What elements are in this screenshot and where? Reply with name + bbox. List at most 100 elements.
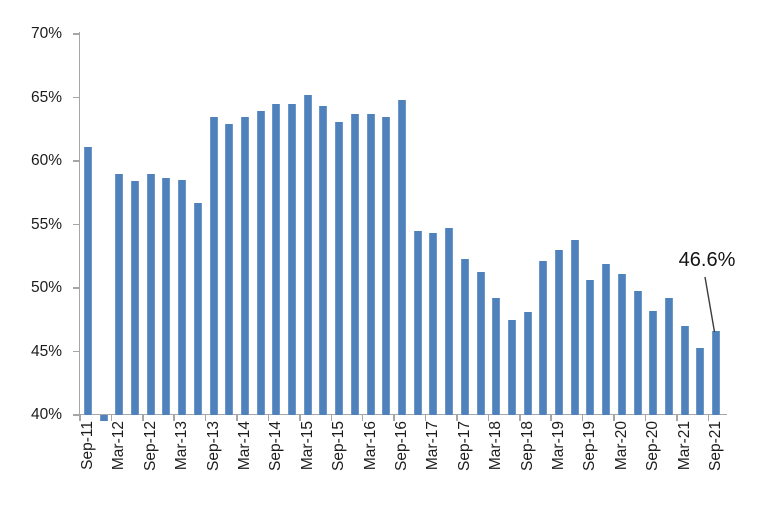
x-axis-tick bbox=[550, 415, 552, 421]
bar-Dec-20 bbox=[665, 298, 674, 415]
bar-Sep-21 bbox=[712, 331, 721, 415]
bar-Jun-15 bbox=[319, 106, 328, 415]
x-axis-tick bbox=[299, 415, 301, 421]
bar-Sep-15 bbox=[335, 121, 344, 415]
bar-Mar-20 bbox=[617, 274, 626, 415]
x-axis-label: Mar-19 bbox=[550, 421, 568, 471]
bar-Sep-12 bbox=[146, 173, 155, 415]
bar-Dec-13 bbox=[225, 124, 234, 415]
bar-Mar-15 bbox=[303, 94, 312, 415]
bar-Jun-20 bbox=[633, 290, 642, 415]
x-axis-label: Sep-17 bbox=[455, 421, 473, 471]
x-axis-label: Mar-14 bbox=[235, 421, 253, 471]
y-axis-tick bbox=[73, 350, 79, 353]
bar-Dec-18 bbox=[539, 261, 548, 415]
bar-Mar-17 bbox=[429, 233, 438, 415]
x-axis-tick bbox=[519, 415, 521, 421]
x-axis-label: Mar-16 bbox=[361, 421, 379, 471]
x-axis-label: Mar-12 bbox=[110, 421, 128, 471]
bar-Jun-16 bbox=[382, 116, 391, 415]
x-axis-tick bbox=[456, 415, 458, 421]
x-axis-label: Mar-17 bbox=[424, 421, 442, 471]
data-label-annotation: 46.6% bbox=[678, 249, 736, 271]
x-axis-label: Sep-12 bbox=[141, 421, 159, 471]
bar-Jun-19 bbox=[570, 239, 579, 415]
x-axis-tick bbox=[110, 415, 113, 421]
x-axis-tick bbox=[173, 415, 175, 421]
bar-Dec-15 bbox=[350, 114, 359, 415]
bar-Jun-17 bbox=[445, 228, 454, 415]
bar-Dec-16 bbox=[413, 230, 422, 415]
y-axis-line bbox=[78, 32, 81, 415]
y-axis-tick bbox=[73, 96, 79, 99]
x-axis-tick bbox=[142, 415, 144, 421]
bar-Jun-12 bbox=[130, 181, 139, 415]
y-axis-label: 50% bbox=[30, 279, 62, 296]
x-axis-label: Sep-20 bbox=[644, 421, 662, 471]
y-axis-label: 60% bbox=[30, 152, 62, 169]
bar-Mar-19 bbox=[555, 249, 564, 415]
x-axis-tick bbox=[393, 415, 395, 421]
x-axis-tick bbox=[204, 415, 207, 421]
y-axis-label: 55% bbox=[30, 215, 62, 233]
bar-Dec-11 bbox=[99, 415, 108, 422]
bar-Mar-18 bbox=[492, 298, 501, 415]
y-axis-tick bbox=[73, 414, 79, 416]
x-axis-tick bbox=[487, 415, 490, 421]
y-axis-label: 45% bbox=[30, 342, 62, 360]
x-axis-label: Mar-15 bbox=[298, 421, 316, 471]
x-axis-tick bbox=[676, 415, 678, 421]
y-axis-label: 40% bbox=[30, 406, 62, 423]
x-axis-tick bbox=[330, 415, 333, 421]
x-axis-tick bbox=[707, 415, 710, 421]
x-axis-label: Sep-21 bbox=[707, 421, 725, 471]
bar-Jun-21 bbox=[696, 347, 705, 415]
bar-Dec-12 bbox=[162, 177, 171, 415]
y-axis-tick bbox=[73, 287, 79, 289]
bar-Sep-20 bbox=[649, 310, 658, 415]
bar-Mar-14 bbox=[240, 116, 249, 415]
x-axis-tick bbox=[424, 415, 427, 421]
y-axis-tick bbox=[73, 160, 79, 162]
bar-Mar-21 bbox=[680, 326, 689, 415]
x-axis-label: Sep-14 bbox=[267, 421, 285, 471]
x-axis-label: Mar-20 bbox=[612, 421, 630, 471]
y-axis-label: 65% bbox=[30, 88, 62, 106]
bar-Dec-19 bbox=[602, 263, 611, 415]
x-axis-label: Sep-13 bbox=[204, 421, 222, 471]
x-axis-label: Mar-18 bbox=[487, 421, 505, 471]
bar-Sep-18 bbox=[523, 312, 532, 415]
bar-Dec-17 bbox=[476, 271, 485, 415]
y-axis-tick bbox=[73, 223, 79, 226]
bar-Sep-14 bbox=[272, 103, 281, 415]
y-axis-tick bbox=[73, 33, 79, 35]
y-axis-label: 70% bbox=[30, 25, 62, 42]
bar-Mar-13 bbox=[178, 180, 187, 415]
x-axis-label: Sep-18 bbox=[518, 421, 536, 471]
x-axis-label: Sep-15 bbox=[330, 421, 348, 471]
x-axis-label: Sep-11 bbox=[78, 421, 96, 470]
bar-Sep-13 bbox=[209, 116, 218, 415]
bar-Jun-14 bbox=[256, 111, 265, 415]
bar-Sep-16 bbox=[398, 100, 406, 415]
plot-area bbox=[80, 34, 724, 422]
bar-Sep-11 bbox=[83, 147, 92, 415]
bar-Jun-18 bbox=[507, 319, 516, 415]
x-axis-label: Mar-13 bbox=[173, 421, 191, 471]
x-axis-tick bbox=[613, 415, 615, 421]
bar-Dec-14 bbox=[288, 103, 297, 415]
x-axis-label: Sep-16 bbox=[393, 421, 410, 471]
bar-Mar-12 bbox=[115, 173, 124, 415]
bar-Jun-13 bbox=[193, 202, 202, 415]
bar-Sep-19 bbox=[586, 280, 595, 415]
x-axis-tick bbox=[236, 415, 238, 421]
bar-Sep-17 bbox=[460, 258, 469, 415]
x-axis-tick bbox=[644, 415, 647, 421]
x-axis-tick bbox=[267, 415, 270, 421]
x-axis-tick bbox=[581, 415, 584, 421]
bar-Mar-16 bbox=[366, 114, 375, 415]
x-axis-tick bbox=[79, 415, 81, 421]
x-axis-label: Sep-19 bbox=[581, 421, 599, 471]
x-axis-label: Mar-21 bbox=[675, 421, 693, 471]
x-axis-tick bbox=[361, 415, 364, 421]
